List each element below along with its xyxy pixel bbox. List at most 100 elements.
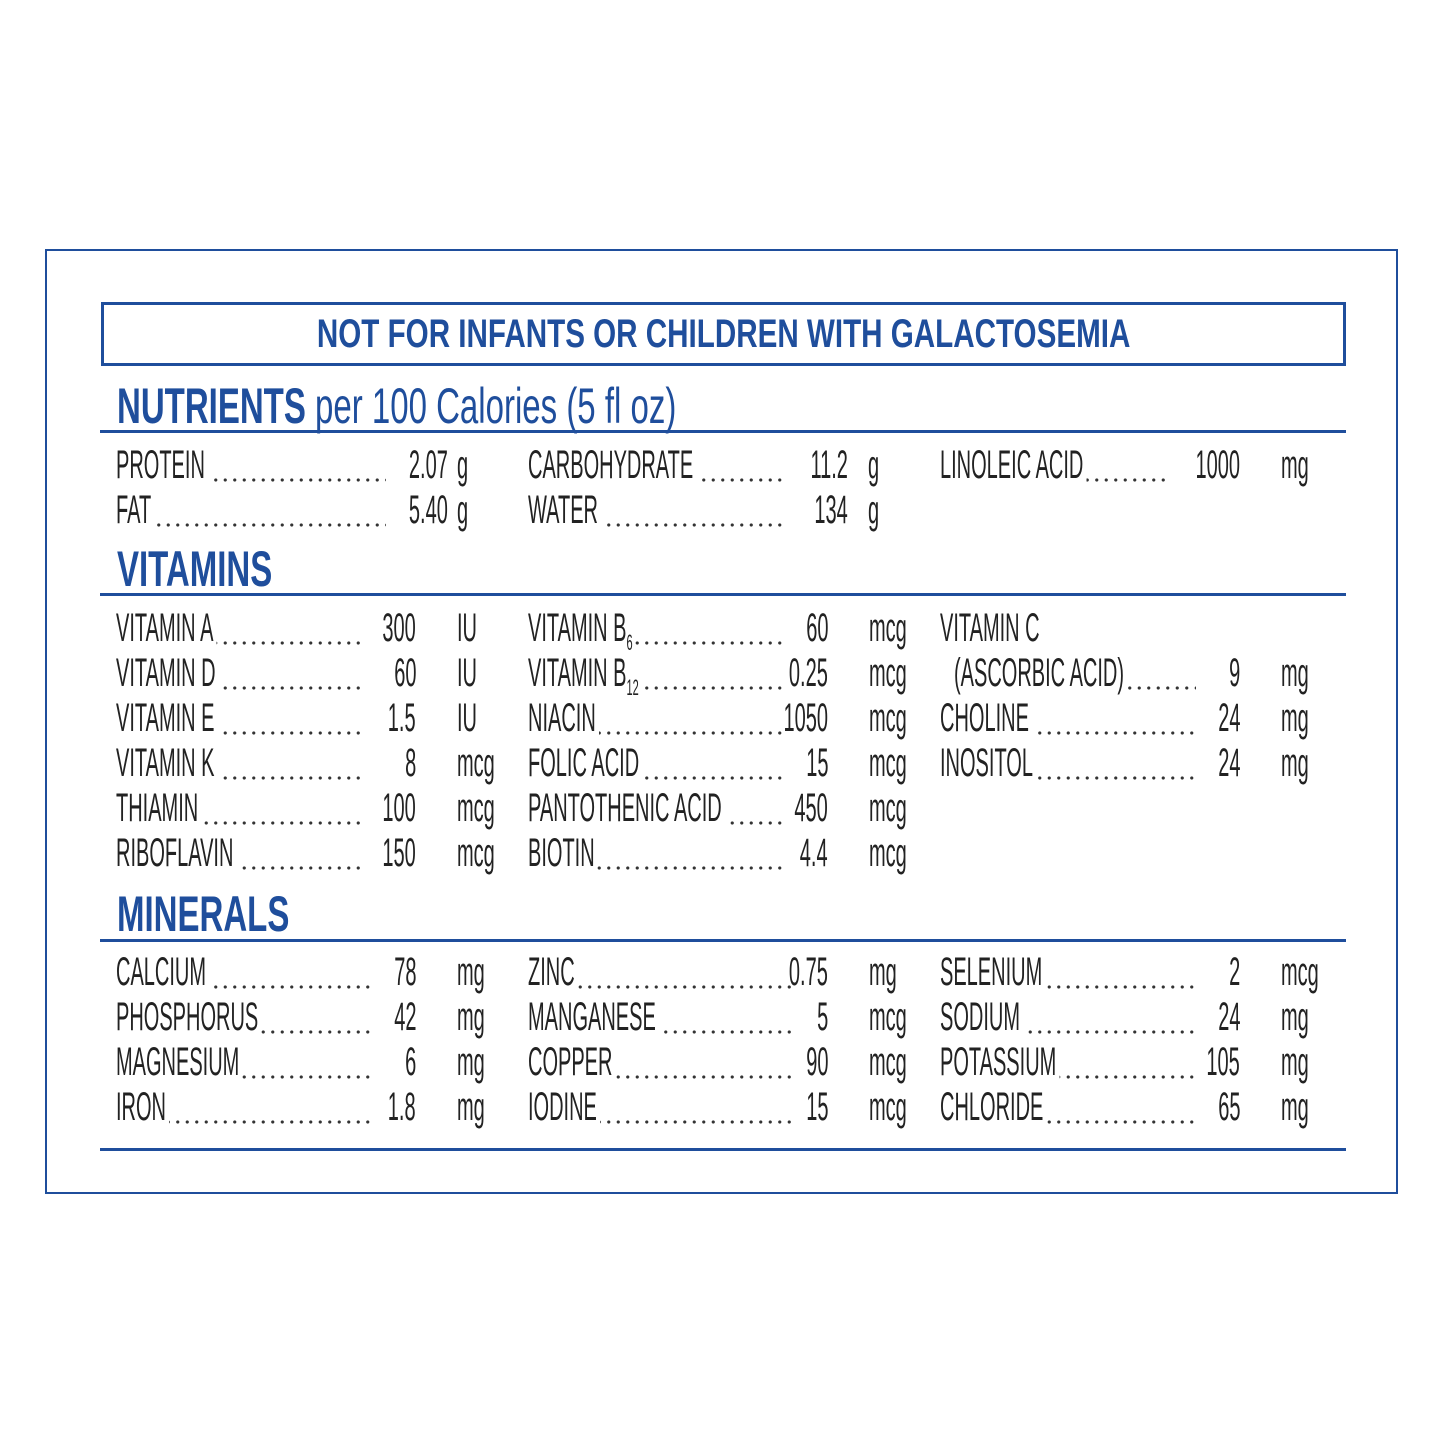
nutrient-row: CHOLINE 24 mg	[0, 696, 1445, 741]
nutrient-name: VITAMIN K	[116, 741, 218, 786]
nutrient-name-text: VITAMIN B	[528, 606, 627, 650]
nutrient-value: 24	[1217, 696, 1240, 740]
section-heading: MINERALS	[117, 886, 290, 942]
nutrient-unit: mg	[457, 995, 485, 1039]
nutrient-row: MANGANESE 5 mcg	[0, 995, 1445, 1040]
nutrient-value: 11.2	[810, 443, 848, 487]
nutrient-name: INOSITOL	[940, 741, 1036, 786]
nutrient-row: THIAMIN 100 mcg	[0, 786, 1445, 831]
nutrient-name: WATER	[528, 488, 601, 533]
nutrient-name: MAGNESIUM	[116, 1040, 243, 1085]
nutrient-row: CHLORIDE 65 mg	[0, 1085, 1445, 1130]
nutrient-unit: mg	[1281, 1040, 1309, 1084]
nutrient-row: NIACIN 1050 mcg	[0, 696, 1445, 741]
nutrient-name: THIAMIN	[116, 786, 202, 831]
nutrient-name-text: THIAMIN	[116, 786, 199, 830]
nutrient-value: 60	[393, 651, 416, 695]
nutrient-row: IRON 1.8 mg	[0, 1085, 1445, 1130]
nutrient-name: RIBOFLAVIN	[116, 831, 237, 876]
nutrient-unit: mcg	[869, 606, 907, 650]
nutrient-unit: IU	[457, 651, 477, 695]
nutrient-name: SODIUM	[940, 995, 1023, 1040]
nutrient-value: 24	[1217, 741, 1240, 785]
nutrient-name: BIOTIN	[528, 831, 598, 876]
nutrient-name-text: PHOSPHORUS	[116, 995, 259, 1039]
nutrient-unit: g	[457, 488, 469, 532]
nutrient-row: SELENIUM 2 mcg	[0, 950, 1445, 995]
nutrient-unit: mcg	[869, 741, 907, 785]
nutrient-row: PANTOTHENIC ACID 450 mcg	[0, 786, 1445, 831]
nutrient-name: (ASCORBIC ACID)	[954, 651, 1128, 696]
nutrient-name-text: FAT	[116, 488, 152, 532]
section-title: VITAMINS	[117, 540, 272, 598]
nutrient-name-text: VITAMIN B	[528, 651, 627, 695]
nutrient-subscript: 12	[626, 675, 639, 700]
nutrient-row: POTASSIUM 105 mg	[0, 1040, 1445, 1085]
nutrient-unit: IU	[457, 606, 477, 650]
nutrient-row: COPPER 90 mcg	[0, 1040, 1445, 1085]
nutrient-value: 65	[1217, 1085, 1240, 1129]
nutrient-row: PROTEIN 2.07 g	[0, 443, 1445, 488]
nutrient-name-text: PANTOTHENIC ACID	[528, 786, 722, 830]
section-heading: VITAMINS	[117, 541, 273, 597]
nutrient-unit: mcg	[869, 1040, 907, 1084]
nutrient-unit: IU	[457, 696, 477, 740]
nutrient-name-text: SELENIUM	[940, 950, 1043, 994]
nutrient-name: CHOLINE	[940, 696, 1032, 741]
nutrient-value: 6	[404, 1040, 416, 1084]
nutrient-name-text: INOSITOL	[940, 741, 1033, 785]
nutrient-row: VITAMIN C	[0, 606, 1445, 651]
nutrient-name-text: MANGANESE	[528, 995, 656, 1039]
nutrient-value: 300	[382, 606, 416, 650]
nutrient-name: NIACIN	[528, 696, 599, 741]
nutrient-unit: mg	[1281, 696, 1309, 740]
nutrient-name-text: BIOTIN	[528, 831, 595, 875]
nutrient-row: IODINE 15 mcg	[0, 1085, 1445, 1130]
section-heading: NUTRIENTS	[117, 378, 306, 434]
nutrient-value: 2	[1228, 950, 1240, 994]
nutrient-row: VITAMIN K 8 mcg	[0, 741, 1445, 786]
nutrient-unit: mcg	[869, 786, 907, 830]
nutrient-row: CALCIUM 78 mg	[0, 950, 1445, 995]
nutrient-value: 42	[393, 995, 416, 1039]
galactosemia-warning-box: NOT FOR INFANTS OR CHILDREN WITH GALACTO…	[101, 302, 1346, 366]
nutrient-unit: mcg	[869, 831, 907, 875]
nutrient-row: VITAMIN A 300 IU	[0, 606, 1445, 651]
nutrient-name-text: VITAMIN E	[116, 696, 215, 740]
section-subtitle: per 100 Calories (5 fl oz)	[315, 378, 677, 434]
nutrient-unit: mcg	[1281, 950, 1319, 994]
nutrient-row: BIOTIN 4.4 mcg	[0, 831, 1445, 876]
nutrient-row: FAT 5.40 g	[0, 488, 1445, 533]
nutrient-name: VITAMIN C	[940, 606, 1043, 651]
nutrient-name-text: SODIUM	[940, 995, 1020, 1039]
nutrient-name: MANGANESE	[528, 995, 659, 1040]
section-title: NUTRIENTS per 100 Calories (5 fl oz)	[117, 377, 676, 435]
nutrient-name: COPPER	[528, 1040, 616, 1085]
nutrient-name: LINOLEIC ACID	[940, 443, 1087, 488]
nutrient-name: VITAMIN E	[116, 696, 218, 741]
nutrient-row: VITAMIN D 60 IU	[0, 651, 1445, 696]
nutrient-unit: mg	[1281, 995, 1309, 1039]
nutrient-value: 100	[382, 786, 416, 830]
nutrient-name-text: (ASCORBIC ACID)	[954, 651, 1125, 695]
section-title: MINERALS	[117, 885, 289, 943]
nutrient-unit: mcg	[457, 831, 495, 875]
nutrient-name: FOLIC ACID	[528, 741, 643, 786]
nutrient-unit: mg	[1281, 651, 1309, 695]
nutrient-unit: g	[868, 488, 880, 532]
nutrient-name-text: ZINC	[528, 950, 575, 994]
nutrient-value: 0.25	[789, 651, 828, 695]
nutrient-name: PROTEIN	[116, 443, 208, 488]
nutrient-unit: mg	[1281, 443, 1309, 487]
nutrient-row: (ASCORBIC ACID) 9 mg	[0, 651, 1445, 696]
nutrient-name-text: IRON	[116, 1085, 166, 1129]
nutrient-row: PHOSPHORUS 42 mg	[0, 995, 1445, 1040]
nutrient-name-text: VITAMIN C	[940, 606, 1040, 650]
nutrient-value: 1050	[783, 696, 828, 740]
nutrient-row: ZINC 0.75 mg	[0, 950, 1445, 995]
nutrient-value: 90	[805, 1040, 828, 1084]
nutrient-unit: g	[457, 443, 469, 487]
nutrient-value: 9	[1228, 651, 1240, 695]
nutrient-name: IRON	[116, 1085, 169, 1130]
nutrient-value: 78	[393, 950, 416, 994]
